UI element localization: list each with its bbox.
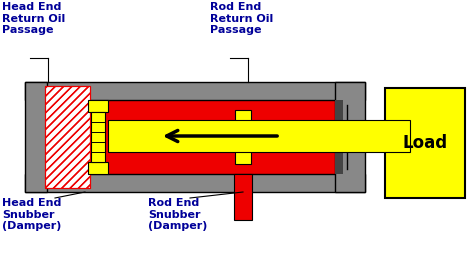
Bar — [91, 112, 105, 162]
Bar — [385, 88, 465, 198]
Bar — [45, 86, 90, 188]
Bar — [335, 82, 365, 192]
Bar — [88, 100, 108, 112]
Text: Head End
Snubber
(Damper): Head End Snubber (Damper) — [2, 198, 61, 231]
Bar — [25, 174, 365, 192]
Bar — [88, 162, 108, 174]
Text: Head End
Return Oil
Passage: Head End Return Oil Passage — [2, 2, 65, 35]
Bar — [85, 100, 339, 174]
Bar — [45, 86, 90, 188]
Text: Load: Load — [402, 134, 447, 152]
Bar — [43, 100, 61, 174]
Bar — [108, 120, 410, 152]
Text: Rod End
Snubber
(Damper): Rod End Snubber (Damper) — [148, 198, 208, 231]
Bar — [335, 100, 343, 174]
Bar — [234, 174, 252, 220]
Text: Rod End
Return Oil
Passage: Rod End Return Oil Passage — [210, 2, 273, 35]
Bar — [25, 82, 47, 192]
Bar — [235, 110, 251, 164]
Bar — [25, 82, 365, 100]
